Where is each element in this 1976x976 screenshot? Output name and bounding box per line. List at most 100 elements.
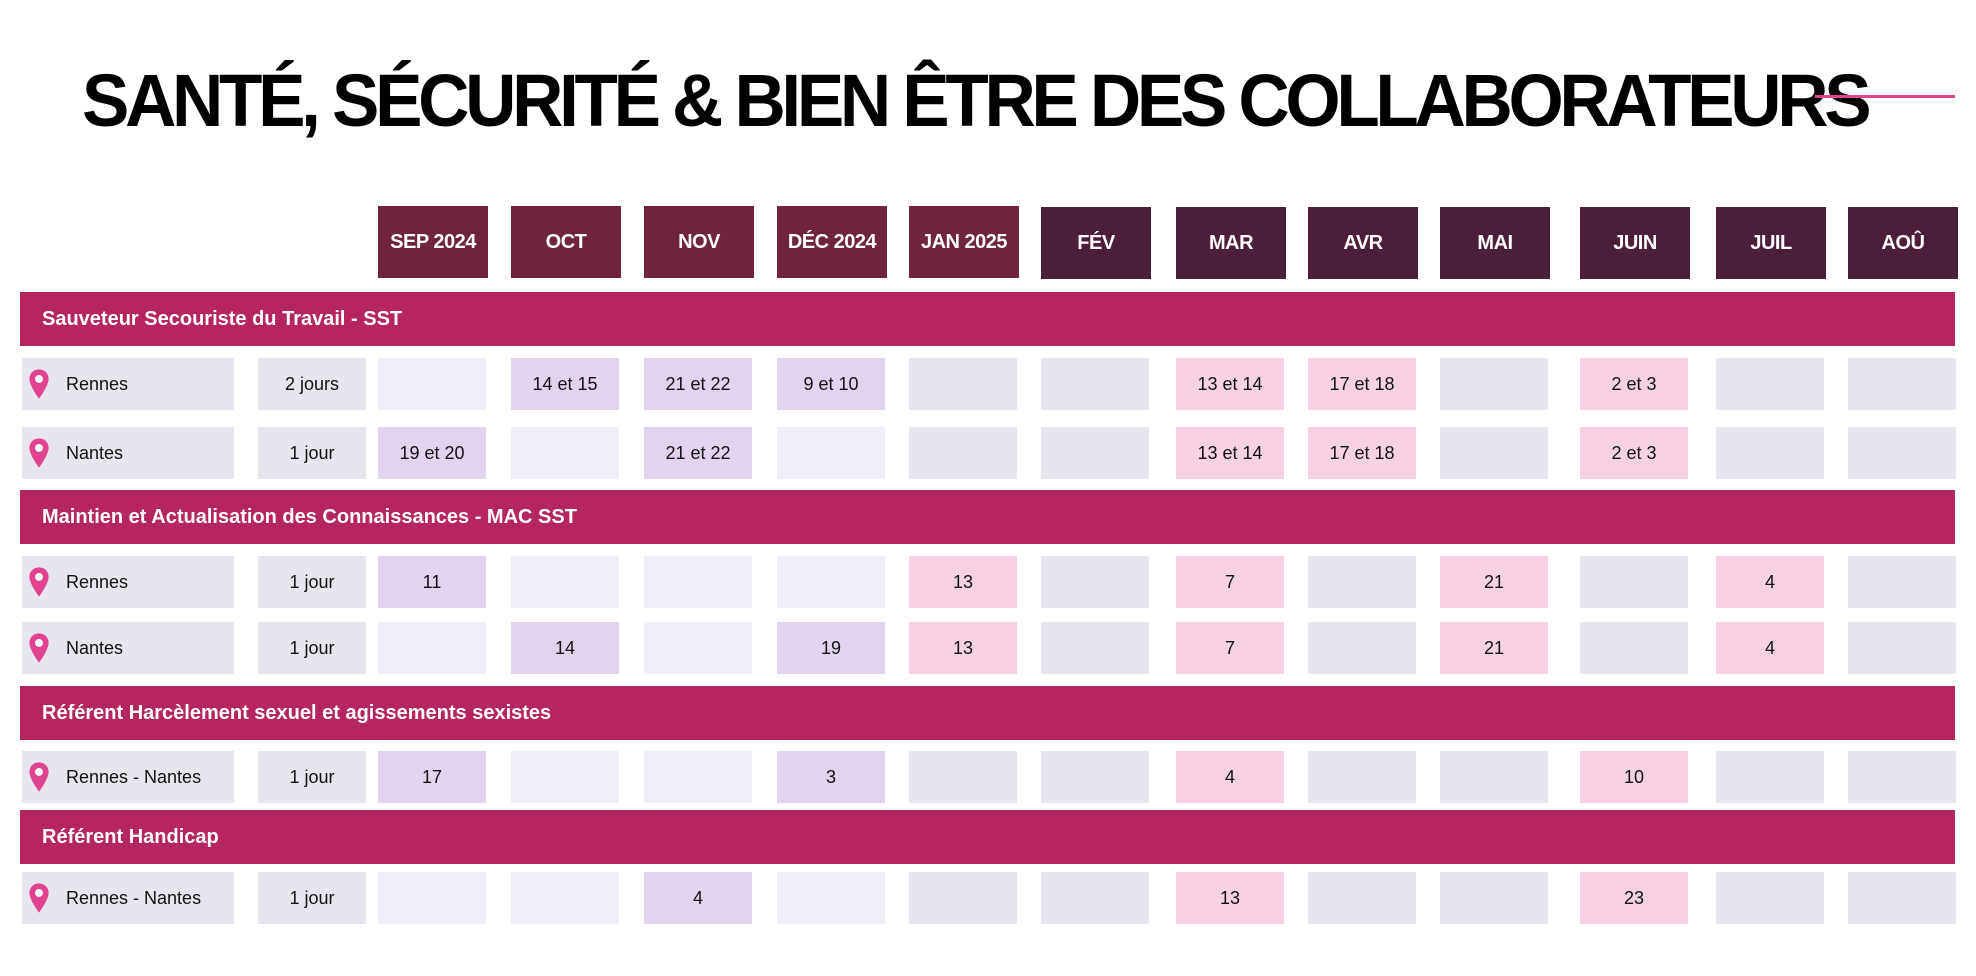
empty-month-cell bbox=[1848, 556, 1956, 608]
location-pin-icon bbox=[29, 883, 49, 913]
empty-month-cell bbox=[1440, 358, 1548, 410]
empty-month-cell bbox=[378, 622, 486, 674]
location-cell: Rennes bbox=[22, 358, 234, 410]
session-date-cell: 10 bbox=[1580, 751, 1688, 803]
session-date-cell: 21 bbox=[1440, 556, 1548, 608]
location-pin-icon bbox=[29, 567, 49, 597]
empty-month-cell bbox=[909, 427, 1017, 479]
duration-cell: 1 jour bbox=[258, 622, 366, 674]
empty-month-cell bbox=[1848, 872, 1956, 924]
empty-month-cell bbox=[1580, 556, 1688, 608]
session-date-cell: 13 et 14 bbox=[1176, 427, 1284, 479]
section-title: Référent Harcèlement sexuel et agissemen… bbox=[42, 701, 552, 724]
section-header: Sauveteur Secouriste du Travail - SST bbox=[20, 292, 1955, 346]
session-date-cell: 4 bbox=[644, 872, 752, 924]
title-accent-line bbox=[1815, 95, 1955, 98]
location-cell: Rennes - Nantes bbox=[22, 872, 234, 924]
session-date-cell: 21 et 22 bbox=[644, 427, 752, 479]
location-label: Nantes bbox=[66, 637, 124, 658]
session-date-cell: 14 bbox=[511, 622, 619, 674]
empty-month-cell bbox=[1440, 751, 1548, 803]
empty-month-cell bbox=[378, 872, 486, 924]
session-date-cell: 9 et 10 bbox=[777, 358, 885, 410]
empty-month-cell bbox=[1308, 556, 1416, 608]
duration-cell: 2 jours bbox=[258, 358, 366, 410]
month-header: MAR bbox=[1176, 207, 1286, 279]
month-header: SEP 2024 bbox=[378, 206, 488, 278]
session-date-cell: 4 bbox=[1716, 622, 1824, 674]
empty-month-cell bbox=[511, 872, 619, 924]
empty-month-cell bbox=[1848, 751, 1956, 803]
empty-month-cell bbox=[1041, 427, 1149, 479]
session-date-cell: 13 bbox=[909, 622, 1017, 674]
session-date-cell: 4 bbox=[1176, 751, 1284, 803]
location-pin-icon bbox=[29, 762, 49, 792]
month-header: MAI bbox=[1440, 207, 1550, 279]
location-pin-icon bbox=[29, 369, 49, 399]
location-cell: Nantes bbox=[22, 427, 234, 479]
empty-month-cell bbox=[1440, 427, 1548, 479]
session-date-cell: 2 et 3 bbox=[1580, 358, 1688, 410]
duration-cell: 1 jour bbox=[258, 427, 366, 479]
empty-month-cell bbox=[1308, 622, 1416, 674]
empty-month-cell bbox=[1041, 872, 1149, 924]
page-title: SANTÉ, SÉCURITÉ & BIEN ÊTRE DES COLLABOR… bbox=[82, 59, 1872, 142]
empty-month-cell bbox=[777, 427, 885, 479]
month-header: AOÛ bbox=[1848, 207, 1958, 279]
session-date-cell: 17 et 18 bbox=[1308, 358, 1416, 410]
location-cell: Nantes bbox=[22, 622, 234, 674]
session-date-cell: 19 et 20 bbox=[378, 427, 486, 479]
empty-month-cell bbox=[644, 622, 752, 674]
session-date-cell: 21 bbox=[1440, 622, 1548, 674]
session-date-cell: 13 et 14 bbox=[1176, 358, 1284, 410]
empty-month-cell bbox=[1848, 622, 1956, 674]
session-date-cell: 3 bbox=[777, 751, 885, 803]
location-label: Rennes - Nantes bbox=[66, 887, 202, 908]
location-pin-icon bbox=[29, 633, 49, 663]
location-label: Rennes bbox=[66, 373, 129, 394]
empty-month-cell bbox=[1308, 872, 1416, 924]
month-header: DÉC 2024 bbox=[777, 206, 887, 278]
section-title: Sauveteur Secouriste du Travail - SST bbox=[42, 307, 403, 330]
empty-month-cell bbox=[511, 556, 619, 608]
section-header: Référent Harcèlement sexuel et agissemen… bbox=[20, 686, 1955, 740]
session-date-cell: 7 bbox=[1176, 622, 1284, 674]
empty-month-cell bbox=[1580, 622, 1688, 674]
location-pin-icon bbox=[29, 438, 49, 468]
empty-month-cell bbox=[1716, 427, 1824, 479]
empty-month-cell bbox=[644, 751, 752, 803]
session-date-cell: 21 et 22 bbox=[644, 358, 752, 410]
empty-month-cell bbox=[777, 872, 885, 924]
empty-month-cell bbox=[1716, 751, 1824, 803]
section-header: Référent Handicap bbox=[20, 810, 1955, 864]
month-header: NOV bbox=[644, 206, 754, 278]
empty-month-cell bbox=[1041, 622, 1149, 674]
location-cell: Rennes - Nantes bbox=[22, 751, 234, 803]
session-date-cell: 17 et 18 bbox=[1308, 427, 1416, 479]
duration-cell: 1 jour bbox=[258, 751, 366, 803]
session-date-cell: 13 bbox=[909, 556, 1017, 608]
empty-month-cell bbox=[1716, 872, 1824, 924]
empty-month-cell bbox=[777, 556, 885, 608]
section-title: Maintien et Actualisation des Connaissan… bbox=[42, 505, 577, 528]
month-header: JAN 2025 bbox=[909, 206, 1019, 278]
month-header: FÉV bbox=[1041, 207, 1151, 279]
empty-month-cell bbox=[378, 358, 486, 410]
month-header: JUIN bbox=[1580, 207, 1690, 279]
month-header: AVR bbox=[1308, 207, 1418, 279]
session-date-cell: 4 bbox=[1716, 556, 1824, 608]
session-date-cell: 11 bbox=[378, 556, 486, 608]
empty-month-cell bbox=[1308, 751, 1416, 803]
session-date-cell: 13 bbox=[1176, 872, 1284, 924]
section-title: Référent Handicap bbox=[42, 825, 219, 848]
session-date-cell: 7 bbox=[1176, 556, 1284, 608]
month-header: OCT bbox=[511, 206, 621, 278]
location-label: Rennes - Nantes bbox=[66, 766, 202, 787]
section-header: Maintien et Actualisation des Connaissan… bbox=[20, 490, 1955, 544]
empty-month-cell bbox=[511, 751, 619, 803]
duration-cell: 1 jour bbox=[258, 872, 366, 924]
empty-month-cell bbox=[909, 358, 1017, 410]
empty-month-cell bbox=[511, 427, 619, 479]
session-date-cell: 17 bbox=[378, 751, 486, 803]
session-date-cell: 14 et 15 bbox=[511, 358, 619, 410]
